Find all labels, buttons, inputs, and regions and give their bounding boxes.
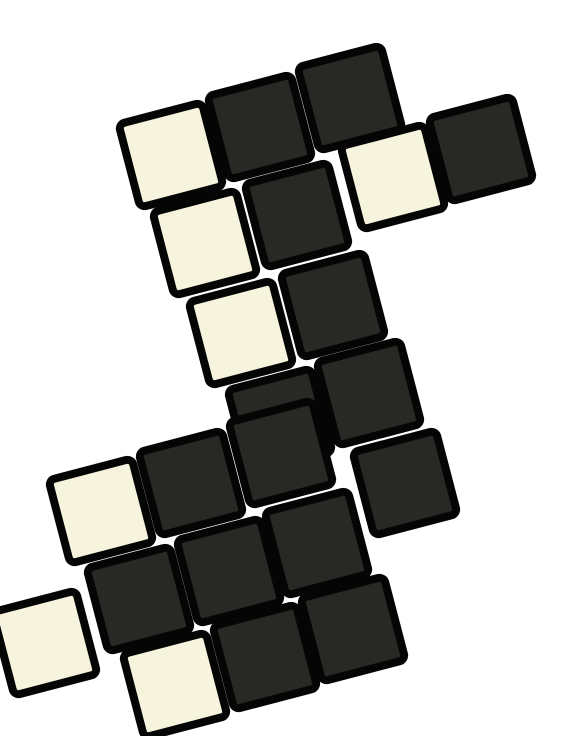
dark-tile [313,337,425,449]
dark-tile [173,515,285,627]
tile-group [0,42,537,736]
light-tile [149,187,261,299]
dark-tile [297,573,409,685]
light-tile [337,121,449,233]
light-tile [0,587,101,699]
dark-tile [261,487,373,599]
light-tile [119,629,231,736]
dark-tile [277,249,389,361]
light-tile [45,455,157,567]
light-tile [185,277,297,389]
dark-tile [83,543,195,655]
dark-tile [225,397,337,509]
light-tile [115,99,227,211]
dark-tile [349,427,461,539]
dark-tile [425,93,537,205]
dark-tile [241,159,353,271]
dark-tile [204,71,316,183]
dark-tile [209,601,321,713]
dark-tile [135,427,247,539]
